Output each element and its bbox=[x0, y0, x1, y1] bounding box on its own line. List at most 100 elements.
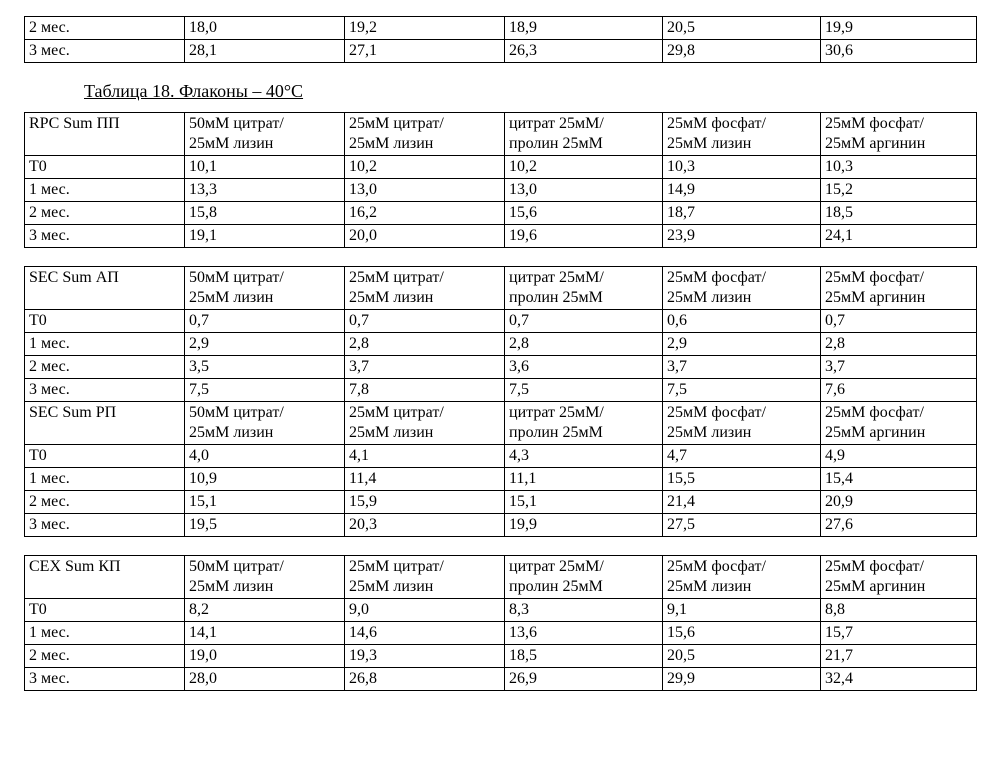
cell: 4,9 bbox=[821, 445, 977, 468]
cell: 9,1 bbox=[663, 599, 821, 622]
cell: 8,3 bbox=[505, 599, 663, 622]
cell: 10,9 bbox=[185, 468, 345, 491]
table-row: 2 мес.15,816,215,618,718,5 bbox=[25, 202, 977, 225]
cell: 15,9 bbox=[345, 491, 505, 514]
table-row: T010,110,210,210,310,3 bbox=[25, 156, 977, 179]
cell: 2,8 bbox=[345, 333, 505, 356]
cell: 1 мес. bbox=[25, 468, 185, 491]
header-cell: 25мМ фосфат/25мМ лизин bbox=[663, 402, 821, 445]
header-cell: цитрат 25мМ/пролин 25мМ bbox=[505, 267, 663, 310]
cell: 13,0 bbox=[345, 179, 505, 202]
cell: 30,6 bbox=[821, 40, 977, 63]
cell: 19,9 bbox=[505, 514, 663, 537]
cell: 10,3 bbox=[821, 156, 977, 179]
cell: 14,6 bbox=[345, 622, 505, 645]
cell: 15,6 bbox=[663, 622, 821, 645]
cell: T0 bbox=[25, 445, 185, 468]
cell: 9,0 bbox=[345, 599, 505, 622]
cell: 3 мес. bbox=[25, 514, 185, 537]
header-cell: 25мМ фосфат/25мМ лизин bbox=[663, 113, 821, 156]
cell: 4,0 bbox=[185, 445, 345, 468]
cell: 10,2 bbox=[345, 156, 505, 179]
cell: 3,7 bbox=[345, 356, 505, 379]
cell: 0,6 bbox=[663, 310, 821, 333]
cell: 4,7 bbox=[663, 445, 821, 468]
header-cell: цитрат 25мМ/пролин 25мМ bbox=[505, 113, 663, 156]
table-row: 3 мес.28,026,826,929,932,4 bbox=[25, 668, 977, 691]
cell: 15,6 bbox=[505, 202, 663, 225]
header-cell: RPC Sum ПП bbox=[25, 113, 185, 156]
page-root: 2 мес. 18,0 19,2 18,9 20,5 19,9 3 мес. 2… bbox=[24, 16, 976, 691]
table-row: 1 мес.2,92,82,82,92,8 bbox=[25, 333, 977, 356]
cell: 2,8 bbox=[505, 333, 663, 356]
cell: 19,9 bbox=[821, 17, 977, 40]
cell: 10,2 bbox=[505, 156, 663, 179]
cell: 28,0 bbox=[185, 668, 345, 691]
table-row: T04,04,14,34,74,9 bbox=[25, 445, 977, 468]
cell: 19,3 bbox=[345, 645, 505, 668]
cell: 8,2 bbox=[185, 599, 345, 622]
rpc-table: RPC Sum ПП 50мМ цитрат/25мМ лизин 25мМ ц… bbox=[24, 112, 977, 248]
header-cell: 25мМ фосфат/25мМ аргинин bbox=[821, 402, 977, 445]
cell: 18,9 bbox=[505, 17, 663, 40]
sec-table: SEC Sum АП 50мМ цитрат/25мМ лизин 25мМ ц… bbox=[24, 266, 977, 537]
header-cell: 50мМ цитрат/25мМ лизин bbox=[185, 267, 345, 310]
header-cell: 25мМ фосфат/25мМ лизин bbox=[663, 556, 821, 599]
cell: 4,3 bbox=[505, 445, 663, 468]
cell: 3,5 bbox=[185, 356, 345, 379]
cell: 19,0 bbox=[185, 645, 345, 668]
cell: 29,8 bbox=[663, 40, 821, 63]
table-row: 2 мес. 18,0 19,2 18,9 20,5 19,9 bbox=[25, 17, 977, 40]
cell: 0,7 bbox=[821, 310, 977, 333]
table-header-row: SEC Sum АП 50мМ цитрат/25мМ лизин 25мМ ц… bbox=[25, 267, 977, 310]
cell: 19,5 bbox=[185, 514, 345, 537]
header-cell: SEC Sum АП bbox=[25, 267, 185, 310]
cell: 3,6 bbox=[505, 356, 663, 379]
cell: 19,2 bbox=[345, 17, 505, 40]
cell: 18,5 bbox=[821, 202, 977, 225]
cell: 1 мес. bbox=[25, 622, 185, 645]
header-cell: 25мМ фосфат/25мМ аргинин bbox=[821, 113, 977, 156]
cell: 32,4 bbox=[821, 668, 977, 691]
cell: 7,5 bbox=[663, 379, 821, 402]
cell: T0 bbox=[25, 310, 185, 333]
cell: 15,7 bbox=[821, 622, 977, 645]
cell: 2 мес. bbox=[25, 17, 185, 40]
cell: 7,5 bbox=[505, 379, 663, 402]
cell: 24,1 bbox=[821, 225, 977, 248]
cell: 1 мес. bbox=[25, 333, 185, 356]
cell: 3 мес. bbox=[25, 379, 185, 402]
cell: 16,2 bbox=[345, 202, 505, 225]
cell: 2,8 bbox=[821, 333, 977, 356]
cell: 3,7 bbox=[663, 356, 821, 379]
cell: 11,1 bbox=[505, 468, 663, 491]
table-row: T00,70,70,70,60,7 bbox=[25, 310, 977, 333]
table-header-row: RPC Sum ПП 50мМ цитрат/25мМ лизин 25мМ ц… bbox=[25, 113, 977, 156]
cell: 23,9 bbox=[663, 225, 821, 248]
table-header-row: SEC Sum РП 50мМ цитрат/25мМ лизин 25мМ ц… bbox=[25, 402, 977, 445]
top-table: 2 мес. 18,0 19,2 18,9 20,5 19,9 3 мес. 2… bbox=[24, 16, 977, 63]
cell: 20,5 bbox=[663, 645, 821, 668]
cell: 3,7 bbox=[821, 356, 977, 379]
cell: 20,0 bbox=[345, 225, 505, 248]
table-row: 2 мес.3,53,73,63,73,7 bbox=[25, 356, 977, 379]
cell: 19,6 bbox=[505, 225, 663, 248]
cell: 4,1 bbox=[345, 445, 505, 468]
cell: 18,7 bbox=[663, 202, 821, 225]
table-row: 2 мес.15,115,915,121,420,9 bbox=[25, 491, 977, 514]
cell: 15,1 bbox=[505, 491, 663, 514]
cell: 15,2 bbox=[821, 179, 977, 202]
cell: 13,3 bbox=[185, 179, 345, 202]
cell: 21,7 bbox=[821, 645, 977, 668]
cell: 0,7 bbox=[345, 310, 505, 333]
cell: 27,1 bbox=[345, 40, 505, 63]
cell: 7,8 bbox=[345, 379, 505, 402]
table-row: 1 мес.14,114,613,615,615,7 bbox=[25, 622, 977, 645]
header-cell: CEX Sum КП bbox=[25, 556, 185, 599]
cell: 26,3 bbox=[505, 40, 663, 63]
cell: 11,4 bbox=[345, 468, 505, 491]
cell: 20,3 bbox=[345, 514, 505, 537]
cell: 18,5 bbox=[505, 645, 663, 668]
cell: 2 мес. bbox=[25, 202, 185, 225]
header-cell: 25мМ цитрат/25мМ лизин bbox=[345, 556, 505, 599]
